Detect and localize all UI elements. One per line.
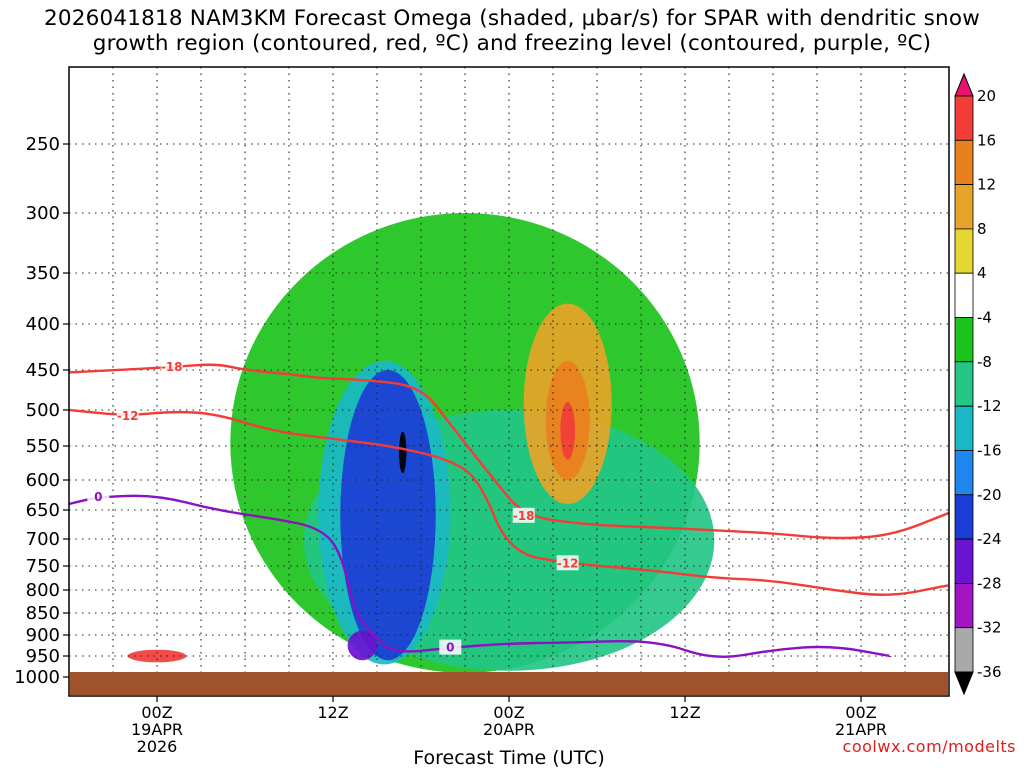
colorbar-arrow-bottom xyxy=(954,671,974,696)
isotherm-label-1-1: -12 xyxy=(557,556,579,570)
y-tick-label-450: 450 xyxy=(26,360,60,381)
colorbar-label-16: 16 xyxy=(977,131,996,149)
colorbar-label-8: 8 xyxy=(977,220,987,238)
isotherm-label-bg-1-0 xyxy=(116,407,139,423)
isotherm-line-0 xyxy=(69,363,949,540)
site-credit: coolwx.com/modelts xyxy=(843,737,1016,756)
isotherm-label-0-1: -18 xyxy=(513,509,535,523)
omega-region-4 xyxy=(347,630,377,661)
y-tick-label-800: 800 xyxy=(26,580,60,601)
colorbar-label--20: -20 xyxy=(977,486,1002,504)
colorbar-swatch-13 xyxy=(954,627,974,673)
x-axis-title: Forecast Time (UTC) xyxy=(413,747,604,768)
isotherm-label-1-0: -12 xyxy=(117,409,139,423)
isotherm-label-bg-1-1 xyxy=(556,555,579,571)
isotherm-line-1 xyxy=(69,408,949,596)
colorbar-label--8: -8 xyxy=(977,353,992,371)
y-tick-label-550: 550 xyxy=(26,436,60,457)
omega-region-3 xyxy=(340,369,436,661)
x-tick-label-0-1: 19APR xyxy=(131,720,183,739)
colorbar-swatch-3 xyxy=(954,184,974,230)
colorbar-swatch-12 xyxy=(954,583,974,629)
y-tick-label-400: 400 xyxy=(26,314,60,335)
isotherm-label-2-0: 0 xyxy=(94,490,102,504)
colorbar-swatch-2 xyxy=(954,139,974,186)
colorbar-swatch-5 xyxy=(954,272,974,318)
y-tick-label-950: 950 xyxy=(26,646,60,667)
x-tick-label-2-0: 00Z xyxy=(493,703,524,722)
isotherm-label-0-0: -18 xyxy=(161,360,183,374)
colorbar-label--12: -12 xyxy=(977,397,1002,415)
x-tick-label-4-1: 21APR xyxy=(835,720,887,739)
colorbar-label--4: -4 xyxy=(977,309,992,327)
colorbar-swatch-10 xyxy=(954,494,974,540)
isotherm-label-bg-2-1 xyxy=(439,639,462,655)
omega-region-8 xyxy=(560,402,575,460)
colorbar-swatch-1 xyxy=(954,95,974,141)
ground-surface xyxy=(70,672,948,695)
colorbar-swatch-9 xyxy=(954,450,974,496)
isotherm-label-bg-0-0 xyxy=(160,359,183,375)
y-tick-label-750: 750 xyxy=(26,556,60,577)
omega-region-5 xyxy=(399,431,407,474)
y-tick-label-350: 350 xyxy=(26,263,60,284)
x-tick-label-2-1: 20APR xyxy=(483,720,535,739)
chart-title-line-2: growth region (contoured, red, ºC) and f… xyxy=(92,31,932,56)
colorbar-label--16: -16 xyxy=(977,442,1002,460)
y-tick-label-650: 650 xyxy=(26,500,60,521)
x-tick-label-3-0: 12Z xyxy=(669,703,700,722)
colorbar-swatch-11 xyxy=(954,538,974,584)
colorbar-swatch-8 xyxy=(954,405,974,451)
x-tick-label-0-0: 00Z xyxy=(141,703,172,722)
x-tick-label-0-2: 2026 xyxy=(137,737,178,756)
colorbar-label--36: -36 xyxy=(977,663,1002,681)
isotherm-label-bg-0-1 xyxy=(512,507,535,523)
colorbar-label-4: 4 xyxy=(977,264,987,282)
y-tick-label-250: 250 xyxy=(26,134,60,155)
y-tick-label-900: 900 xyxy=(26,625,60,646)
y-tick-label-700: 700 xyxy=(26,529,60,550)
chart-title-line-1: 2026041818 NAM3KM Forecast Omega (shaded… xyxy=(43,6,981,31)
y-tick-label-600: 600 xyxy=(26,470,60,491)
colorbar-label--32: -32 xyxy=(977,619,1002,637)
colorbar-arrow-top xyxy=(954,72,974,97)
colorbar-label-20: 20 xyxy=(977,87,996,105)
omega-region-9 xyxy=(127,649,187,663)
isotherm-label-2-1: 0 xyxy=(446,641,454,655)
colorbar-label--28: -28 xyxy=(977,574,1002,592)
colorbar-swatch-4 xyxy=(954,228,974,274)
isotherm-label-bg-2-0 xyxy=(87,488,110,504)
y-tick-label-500: 500 xyxy=(26,400,60,421)
colorbar-label-12: 12 xyxy=(977,176,996,194)
x-tick-label-4-0: 00Z xyxy=(845,703,876,722)
colorbar-label--24: -24 xyxy=(977,530,1002,548)
isotherm-line-2 xyxy=(69,494,892,658)
x-tick-label-1-0: 12Z xyxy=(317,703,348,722)
colorbar-swatch-6 xyxy=(954,317,974,363)
y-tick-label-300: 300 xyxy=(26,203,60,224)
colorbar-swatch-7 xyxy=(954,361,974,407)
y-tick-label-850: 850 xyxy=(26,603,60,624)
y-tick-label-1000: 1000 xyxy=(14,667,60,688)
